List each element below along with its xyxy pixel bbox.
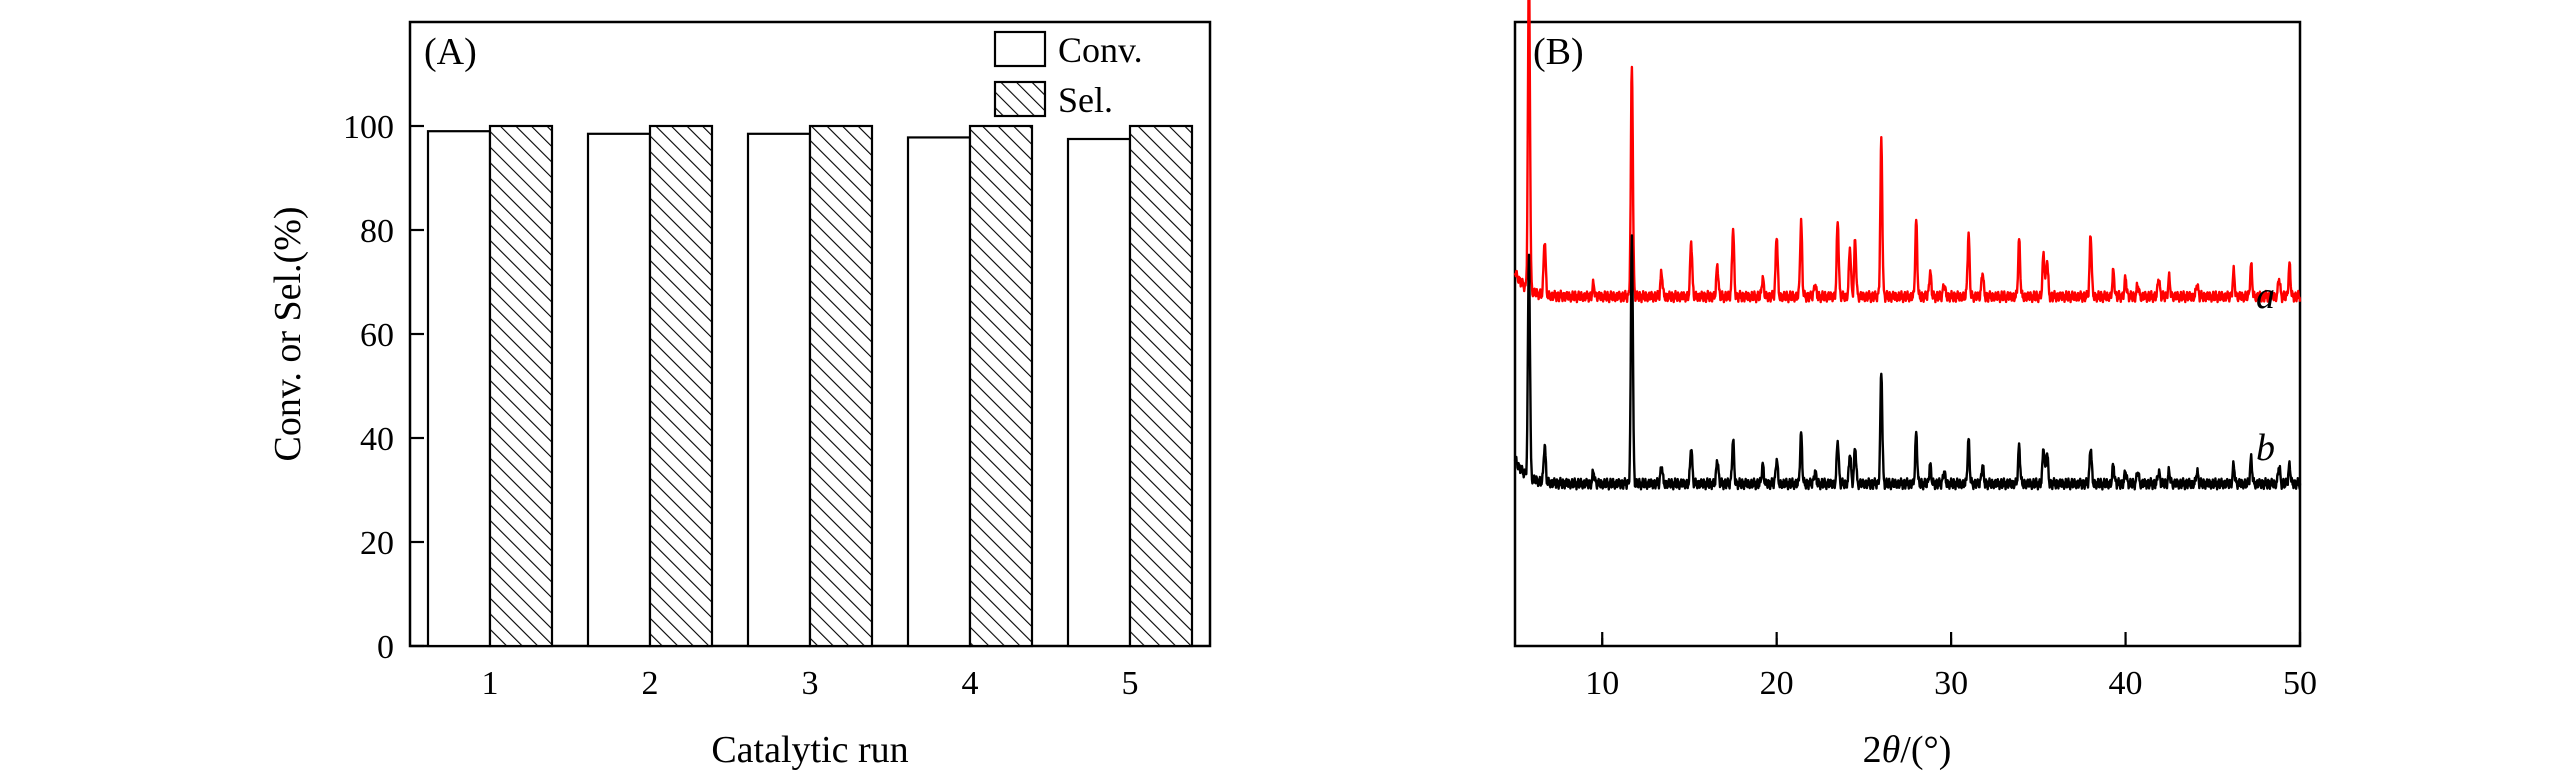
a-ytick-label: 40 <box>360 421 394 458</box>
bar-conv-run3 <box>746 132 812 648</box>
panel-b-x-axis-label: 2θ/(°) <box>1863 729 1952 771</box>
panel-a-x-axis-label: Catalytic run <box>711 729 908 771</box>
a-xtick-label: 1 <box>482 665 499 702</box>
panel-b-frame <box>1513 20 2302 648</box>
panel-a-bar-chart: (A) 0 20 40 60 80 100 1 2 3 4 5 Conv. Sel. Cataly… <box>267 20 1212 771</box>
b-xtick-label: 30 <box>1934 665 1968 702</box>
bar-sel-run1 <box>488 124 554 648</box>
bar-conv-run1 <box>426 130 492 648</box>
a-ytick-label: 100 <box>343 109 394 146</box>
legend-label-sel: Sel. <box>1058 80 1113 120</box>
panel-b-xrd-chart: (B) 10 20 30 40 50 a b 2θ/(°) <box>1513 0 2317 771</box>
a-ytick-label: 60 <box>360 317 394 354</box>
b-xtick-label: 40 <box>2109 665 2143 702</box>
bar-conv-run2 <box>586 132 652 648</box>
legend-swatch-sel <box>993 80 1047 118</box>
xrd-curve-a <box>1513 0 2302 304</box>
b-xtick-label: 50 <box>2283 665 2317 702</box>
curve-label-a: a <box>2256 275 2275 317</box>
bar-sel-run5 <box>1128 124 1194 648</box>
bar-conv-run4 <box>906 136 972 648</box>
a-xtick-label: 5 <box>1122 665 1139 702</box>
a-ytick-label: 0 <box>377 629 394 666</box>
curve-label-b: b <box>2256 427 2275 469</box>
panel-a-legend: Conv. Sel. <box>993 30 1143 120</box>
bar-sel-run2 <box>648 124 714 648</box>
bar-sel-run3 <box>808 124 874 648</box>
panel-b-label: (B) <box>1533 31 1584 73</box>
panel-a-y-axis-label: Conv. or Sel.(%) <box>267 206 309 461</box>
bar-sel-run4 <box>968 124 1034 648</box>
legend-label-conv: Conv. <box>1058 30 1143 70</box>
panel-a-label: (A) <box>424 31 477 73</box>
a-xtick-label: 3 <box>802 665 819 702</box>
xrd-curve-b <box>1513 234 2302 491</box>
bar-conv-run5 <box>1066 137 1132 648</box>
a-ytick-label: 20 <box>360 525 394 562</box>
a-xtick-label: 4 <box>962 665 979 702</box>
b-xtick-label: 20 <box>1760 665 1794 702</box>
a-xtick-label: 2 <box>642 665 659 702</box>
legend-swatch-conv <box>993 30 1047 68</box>
b-xtick-label: 10 <box>1585 665 1619 702</box>
a-ytick-label: 80 <box>360 213 394 250</box>
